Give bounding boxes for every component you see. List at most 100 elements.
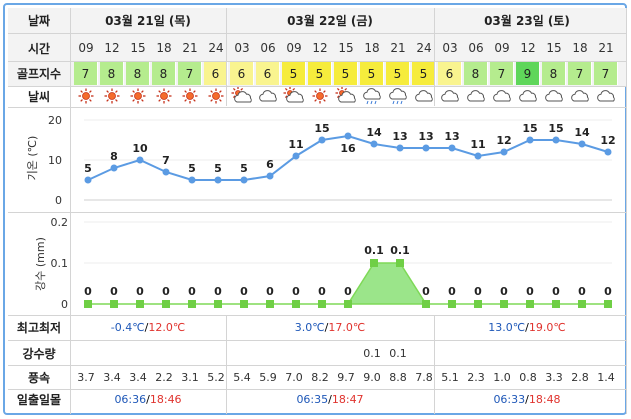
minmax-day3: 13.0℃/19.0℃ [434, 316, 620, 338]
temp-value-label: 15 [548, 122, 563, 135]
precip-cell [516, 342, 540, 364]
temp-value-label: 13 [444, 130, 459, 143]
day-divider [226, 8, 227, 106]
precip-cell [542, 342, 566, 364]
row-divider [8, 340, 626, 341]
precip-point [604, 300, 612, 308]
precipitation-chart: 0 0.1 0.2 0 0 0 0 0 0 0 0 0 0 0 0.1 0.1 0 0 0 0 0 0 0 0 [51, 216, 613, 311]
row-divider [8, 86, 626, 87]
precip-value-label: 0 [474, 285, 482, 298]
temp-point [84, 176, 92, 184]
temp-point [240, 176, 248, 184]
precip-point [318, 300, 326, 308]
max-temp: 12.0℃ [148, 320, 186, 334]
precip-value-label: 0 [318, 285, 326, 298]
time-cell: 03 [442, 41, 458, 55]
golf-index-cell: 6 [256, 62, 280, 85]
cloud-icon [493, 90, 511, 102]
temp-value-label: 5 [240, 162, 248, 175]
wind-cell: 9.7 [337, 370, 355, 384]
precip-point [136, 300, 144, 308]
wind-cell: 3.1 [181, 370, 199, 384]
time-cell: 12 [312, 41, 328, 55]
golf-index-cell: 7 [594, 62, 618, 85]
minmax-label: 최고최저 [16, 320, 62, 335]
sunset-time: 18:48 [528, 392, 561, 406]
time-cell: 24 [208, 41, 224, 55]
separator: / [144, 320, 149, 334]
precip-value-label: 0 [240, 285, 248, 298]
wind-cell: 7.0 [285, 370, 303, 384]
precip-cell [152, 342, 176, 364]
precip-point [162, 300, 170, 308]
sunrise-day3: 06:33/18:48 [434, 390, 620, 408]
precip-value-label: 0 [422, 285, 430, 298]
precip-cell [334, 342, 358, 364]
temp-value-label: 11 [470, 138, 485, 151]
wind-cell: 3.3 [545, 370, 563, 384]
precip-point [422, 300, 430, 308]
sunset-time: 18:46 [149, 392, 182, 406]
precip-point [240, 300, 248, 308]
precip-value-label: 0 [552, 285, 560, 298]
golf-index-cell: 6 [438, 62, 462, 85]
golf-index-cell: 6 [204, 62, 228, 85]
precip-cell [178, 342, 202, 364]
cloud-icon [441, 90, 459, 102]
golf-index-cell: 7 [74, 62, 98, 85]
golf-index-cell: 5 [412, 62, 436, 85]
golf-index-cell: 7 [490, 62, 514, 85]
golf-index-cell: 7 [178, 62, 202, 85]
time-cell: 06 [468, 41, 484, 55]
precip-value-label: 0 [214, 285, 222, 298]
precip-value-label: 0 [604, 285, 612, 298]
date-header-day1: 03월 21일 (목) [70, 8, 226, 32]
precip-point [396, 259, 404, 267]
precip-tick-label: 0.2 [51, 216, 69, 229]
cloud-icon [571, 90, 589, 102]
sun-icon [208, 88, 224, 104]
temp-point [214, 176, 222, 184]
time-label: 시간 [27, 41, 51, 56]
golf-index-label: 골프지수 [16, 67, 62, 81]
temp-point [526, 136, 534, 144]
precip-point [110, 300, 118, 308]
golf-index-cell: 8 [126, 62, 150, 85]
wind-label: 풍속 [27, 370, 51, 385]
column-divider [626, 8, 627, 414]
wind-cell: 8.8 [389, 370, 407, 384]
cloud-icon [467, 90, 485, 102]
row-divider [8, 33, 626, 34]
sun-icon [130, 88, 146, 104]
day-divider [434, 315, 435, 414]
precip-cell [282, 342, 306, 364]
wind-cell: 5.9 [259, 370, 277, 384]
golf-index-cell: 5 [334, 62, 358, 85]
precip-tick-label: 0 [61, 298, 68, 311]
temp-point [422, 144, 430, 152]
cloud-icon [259, 90, 277, 102]
precip-value-label: 0 [110, 285, 118, 298]
temp-tick-label: 0 [55, 194, 62, 207]
date-label: 날짜 [27, 13, 51, 28]
time-cell: 12 [104, 41, 120, 55]
precip-value-label: 0 [188, 285, 196, 298]
temp-value-label: 14 [574, 126, 590, 139]
golf-index-cell: 6 [230, 62, 254, 85]
date-header-day3: 03월 23일 (토) [434, 8, 620, 32]
max-temp: 17.0℃ [328, 320, 366, 334]
time-cell: 09 [286, 41, 302, 55]
temp-point [292, 152, 300, 160]
row-divider [8, 315, 626, 316]
temp-point [266, 172, 274, 180]
wind-cell: 3.7 [77, 370, 95, 384]
temp-tick-label: 10 [48, 154, 62, 167]
partly-cloudy-icon [335, 86, 356, 103]
temp-value-label: 12 [600, 134, 615, 147]
precip-tick-label: 0.1 [51, 257, 69, 270]
wind-cell: 8.2 [311, 370, 329, 384]
precip-value-label: 0 [578, 285, 586, 298]
row-divider [8, 365, 626, 366]
precip-point [500, 300, 508, 308]
precip-point [292, 300, 300, 308]
